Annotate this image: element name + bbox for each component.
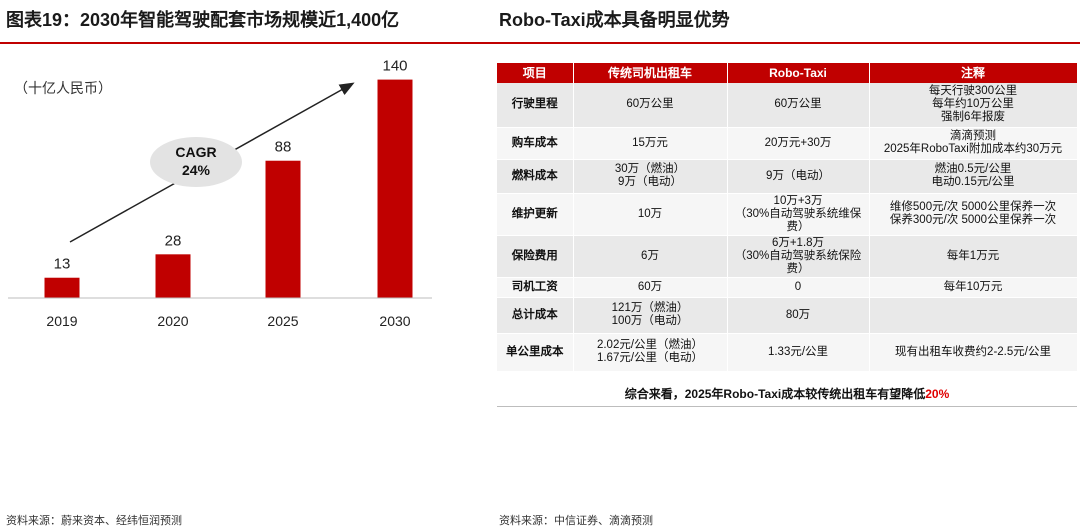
traditional-cell: 2.02元/公里（燃油） 1.67元/公里（电动） [573, 333, 728, 372]
cagr-label-line2: 24% [181, 162, 211, 178]
table-header-row: 项目 传统司机出租车 Robo-Taxi 注释 [497, 63, 1078, 83]
x-tick-label: 2025 [267, 313, 298, 329]
cagr-annotation: CAGR 24% [150, 143, 242, 179]
x-tick-label: 2030 [379, 313, 410, 329]
right-table-title: Robo-Taxi成本具备明显优势 [499, 10, 730, 30]
row-label: 单公里成本 [497, 333, 574, 372]
robotaxi-cell: 0 [727, 277, 870, 298]
robotaxi-cell: 6万+1.8万 （30%自动驾驶系统保险费） [727, 235, 870, 278]
table-summary: 综合来看，2025年Robo-Taxi成本较传统出租车有望降低20% [497, 383, 1077, 407]
row-label: 燃料成本 [497, 159, 574, 194]
right-source-note: 资料来源：中信证券、滴滴预测 [499, 515, 653, 527]
traditional-cell: 6万 [573, 235, 728, 278]
robotaxi-cell: 60万公里 [727, 83, 870, 128]
robotaxi-cell: 10万+3万 （30%自动驾驶系统维保费） [727, 193, 870, 236]
header-notes: 注释 [869, 63, 1078, 83]
x-tick-label: 2019 [46, 313, 77, 329]
cagr-bubble [150, 137, 242, 187]
bar-2019 [44, 277, 80, 298]
notes-cell: 每天行驶300公里 每年约10万公里 强制6年报废 [869, 83, 1078, 128]
traditional-cell: 30万（燃油） 9万（电动） [573, 159, 728, 194]
row-label: 行驶里程 [497, 83, 574, 128]
row-label: 购车成本 [497, 127, 574, 160]
chart-unit-label: （十亿人民币） [14, 80, 112, 96]
x-tick-label: 2020 [157, 313, 188, 329]
table-row: 维护更新 10万 10万+3万 （30%自动驾驶系统维保费） 维修500元/次 … [497, 193, 1078, 236]
robotaxi-cell: 9万（电动） [727, 159, 870, 194]
cost-comparison-table: 项目 传统司机出租车 Robo-Taxi 注释 行驶里程 60万公里 60万公里… [497, 63, 1078, 372]
robotaxi-cell: 80万 [727, 297, 870, 334]
table-row: 燃料成本 30万（燃油） 9万（电动） 9万（电动） 燃油0.5元/公里 电动0… [497, 159, 1078, 194]
left-source-note: 资料来源：蔚来资本、经纬恒润预测 [6, 515, 182, 527]
traditional-cell: 60万公里 [573, 83, 728, 128]
title-divider [0, 42, 1080, 44]
summary-highlight: 20% [925, 387, 950, 401]
traditional-cell: 15万元 [573, 127, 728, 160]
traditional-cell: 10万 [573, 193, 728, 236]
header-traditional-taxi: 传统司机出租车 [573, 63, 728, 83]
header-robotaxi: Robo-Taxi [727, 63, 870, 83]
row-label: 保险费用 [497, 235, 574, 278]
notes-cell: 燃油0.5元/公里 电动0.15元/公里 [869, 159, 1078, 194]
row-label: 维护更新 [497, 193, 574, 236]
left-chart-title: 图表19：2030年智能驾驶配套市场规模近1,400亿 [6, 10, 400, 30]
bar-chart: 13 28 88 140 2019 2020 2025 2030 [8, 58, 432, 329]
bar-value-label: 88 [275, 139, 292, 156]
robotaxi-cell: 20万元+30万 [727, 127, 870, 160]
notes-cell: 每年10万元 [869, 277, 1078, 298]
table-row: 保险费用 6万 6万+1.8万 （30%自动驾驶系统保险费） 每年1万元 [497, 235, 1078, 278]
bar-value-label: 140 [382, 58, 407, 75]
bar-value-label: 13 [54, 256, 71, 273]
header-item: 项目 [497, 63, 574, 83]
bar-2030 [377, 79, 413, 298]
notes-cell: 滴滴预测 2025年RoboTaxi附加成本约30万元 [869, 127, 1078, 160]
row-label: 司机工资 [497, 277, 574, 298]
notes-cell: 维修500元/次 5000公里保养一次 保养300元/次 5000公里保养一次 [869, 193, 1078, 236]
table-row: 行驶里程 60万公里 60万公里 每天行驶300公里 每年约10万公里 强制6年… [497, 83, 1078, 128]
notes-cell [869, 297, 1078, 334]
table-row: 单公里成本 2.02元/公里（燃油） 1.67元/公里（电动） 1.33元/公里… [497, 333, 1078, 372]
notes-cell: 每年1万元 [869, 235, 1078, 278]
summary-text: 综合来看，2025年Robo-Taxi成本较传统出租车有望降低 [624, 387, 926, 401]
bar-2025 [265, 160, 301, 298]
bar-2020 [155, 254, 191, 298]
table-row: 购车成本 15万元 20万元+30万 滴滴预测 2025年RoboTaxi附加成… [497, 127, 1078, 160]
cagr-label-line1: CAGR [175, 144, 217, 160]
robotaxi-cell: 1.33元/公里 [727, 333, 870, 372]
traditional-cell: 121万（燃油） 100万（电动） [573, 297, 728, 334]
row-label: 总计成本 [497, 297, 574, 334]
traditional-cell: 60万 [573, 277, 728, 298]
notes-cell: 现有出租车收费约2-2.5元/公里 [869, 333, 1078, 372]
table-row: 总计成本 121万（燃油） 100万（电动） 80万 [497, 297, 1078, 334]
bar-value-label: 28 [165, 232, 182, 249]
table-row: 司机工资 60万 0 每年10万元 [497, 277, 1078, 298]
